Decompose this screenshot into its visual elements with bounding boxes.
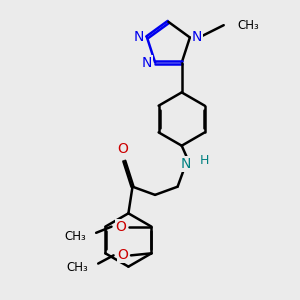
Text: CH₃: CH₃ xyxy=(237,19,259,32)
Text: O: O xyxy=(117,142,128,156)
Text: N: N xyxy=(181,157,191,171)
Text: H: H xyxy=(200,154,209,166)
Text: N: N xyxy=(134,31,144,44)
Text: N: N xyxy=(192,31,202,44)
Text: CH₃: CH₃ xyxy=(66,261,88,274)
Text: N: N xyxy=(142,56,152,70)
Text: CH₃: CH₃ xyxy=(64,230,86,243)
Text: O: O xyxy=(115,220,126,234)
Text: O: O xyxy=(117,248,128,262)
